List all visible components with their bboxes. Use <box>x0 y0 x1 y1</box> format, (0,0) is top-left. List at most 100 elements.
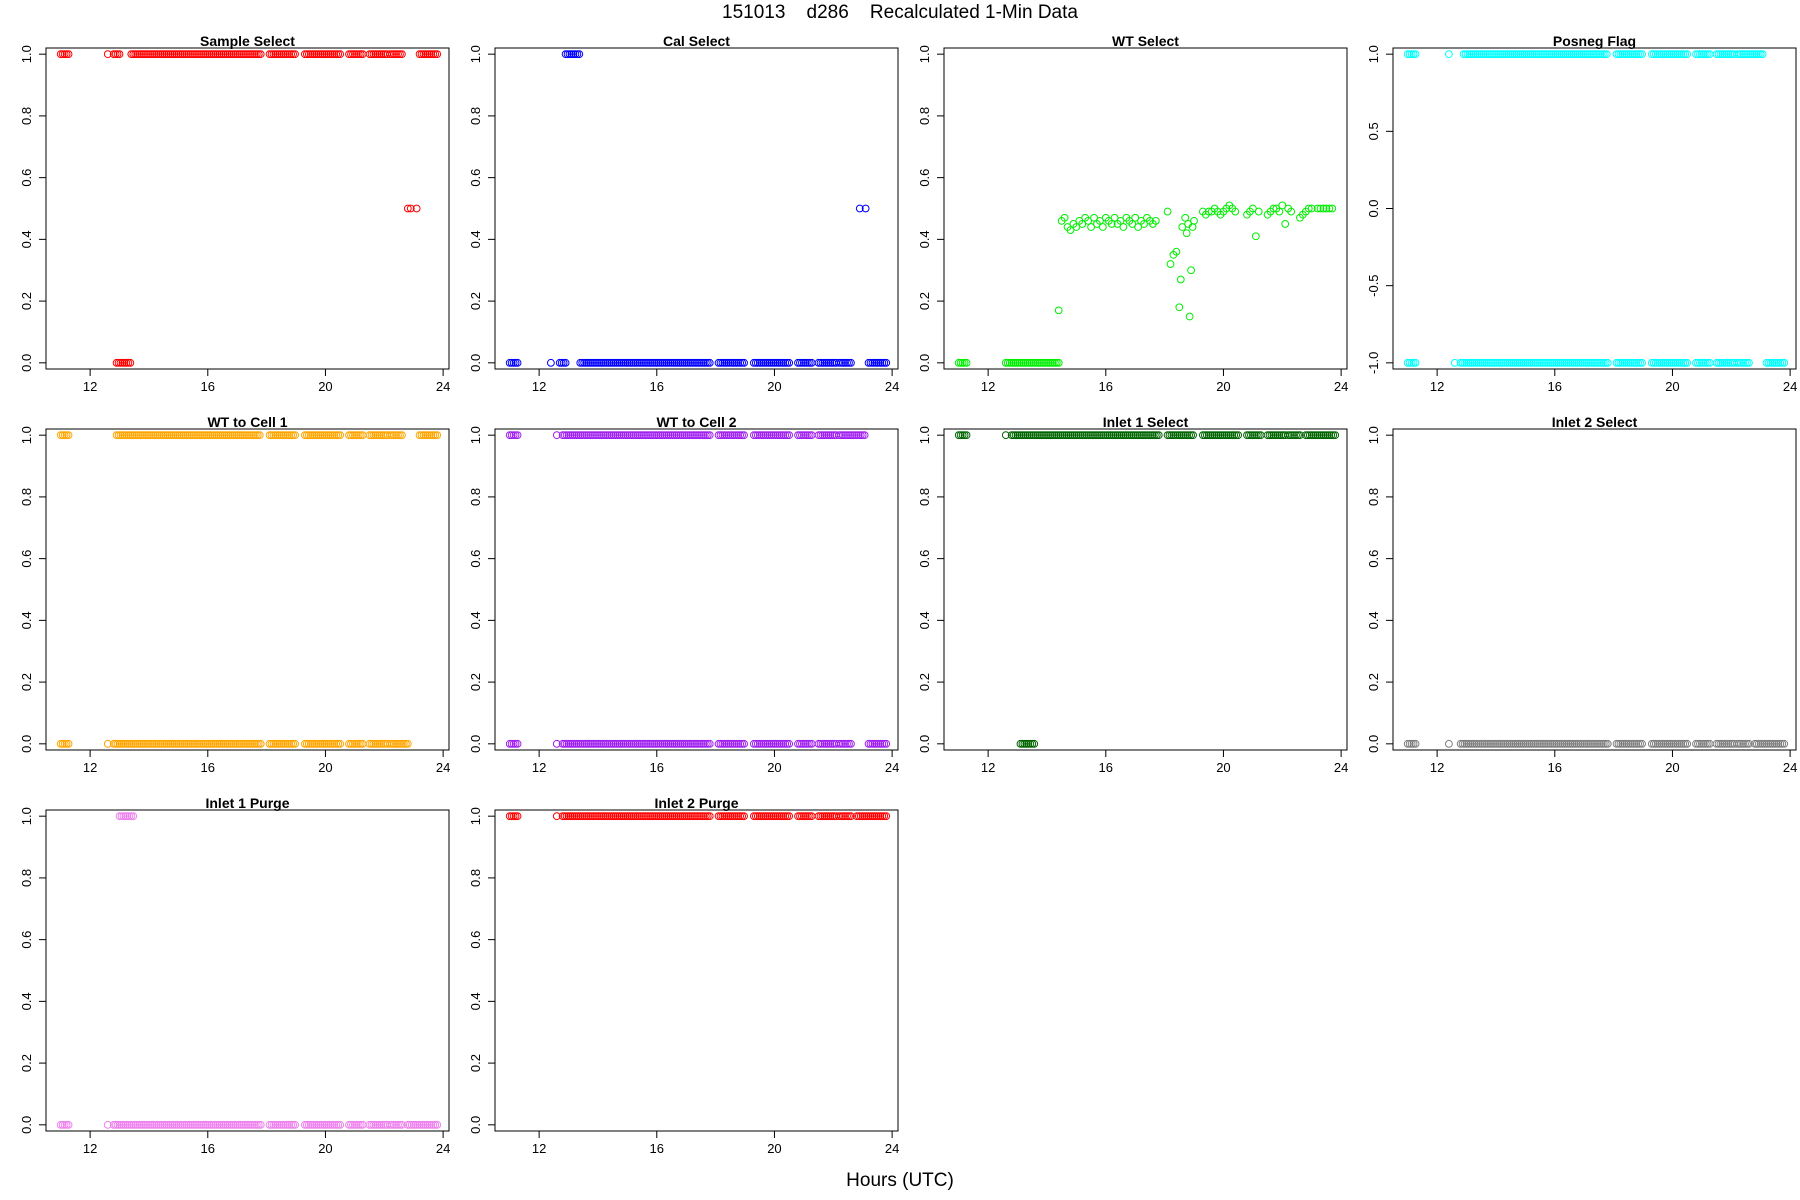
y-tick-label: 0.8 <box>19 869 34 887</box>
y-tick-label: 1.0 <box>468 45 483 63</box>
data-point <box>682 358 691 367</box>
data-point <box>1175 431 1184 440</box>
y-tick-label: 0.0 <box>917 735 932 753</box>
data-point <box>736 812 745 821</box>
data-point <box>1487 50 1495 59</box>
data-point <box>1589 50 1597 59</box>
data-point <box>1764 358 1773 367</box>
data-point <box>103 1120 112 1129</box>
data-point <box>154 739 163 748</box>
data-point <box>1288 431 1296 440</box>
data-point <box>696 358 704 367</box>
data-point <box>1714 50 1723 59</box>
data-point <box>603 431 612 440</box>
data-point <box>580 812 589 821</box>
data-point <box>247 739 255 748</box>
data-point <box>116 431 125 440</box>
x-tick-label: 12 <box>83 760 97 775</box>
data-point <box>122 358 131 367</box>
data-point <box>62 431 71 440</box>
data-point <box>1669 358 1678 367</box>
plot-frame <box>494 809 899 1132</box>
data-point <box>1230 431 1239 440</box>
data-point <box>805 812 814 821</box>
y-tick-label: 0.5 <box>1366 122 1381 140</box>
data-point <box>1243 431 1251 440</box>
data-point <box>1552 358 1561 367</box>
data-point <box>386 1120 395 1129</box>
data-point <box>201 739 210 748</box>
data-point <box>682 812 691 821</box>
data-point <box>1683 50 1692 59</box>
data-point <box>860 431 869 440</box>
data-point <box>641 358 649 367</box>
data-point <box>841 739 849 748</box>
data-point <box>211 1120 220 1129</box>
data-point <box>390 1120 398 1129</box>
data-point <box>239 1120 247 1129</box>
data-point <box>119 739 128 748</box>
data-point <box>732 739 741 748</box>
data-point <box>722 358 731 367</box>
data-point <box>349 739 357 748</box>
data-point <box>109 1120 118 1129</box>
data-point <box>845 812 853 821</box>
data-point <box>117 739 126 748</box>
data-point <box>1663 739 1672 748</box>
data-point <box>623 431 632 440</box>
data-point <box>256 739 265 748</box>
data-point <box>566 739 575 748</box>
data-point <box>1163 207 1172 216</box>
data-point <box>1497 358 1506 367</box>
data-point <box>1488 358 1496 367</box>
data-point <box>765 739 774 748</box>
data-point <box>779 739 788 748</box>
data-point <box>872 812 881 821</box>
data-point <box>850 431 859 440</box>
data-point <box>304 431 313 440</box>
data-point <box>513 358 522 367</box>
data-point <box>320 50 329 59</box>
data-point <box>730 431 739 440</box>
data-point <box>1663 358 1672 367</box>
data-point <box>1632 50 1641 59</box>
y-tick-label: 0.6 <box>468 169 483 187</box>
data-point <box>1476 358 1485 367</box>
data-point <box>652 358 661 367</box>
data-point <box>213 739 222 748</box>
data-point <box>1578 358 1587 367</box>
data-point <box>143 50 151 59</box>
y-tick-label: 0.6 <box>19 169 34 187</box>
data-point <box>180 50 189 59</box>
data-point <box>183 431 192 440</box>
y-tick-label: 1.0 <box>19 45 34 63</box>
data-point <box>248 431 256 440</box>
data-point <box>246 431 254 440</box>
data-point <box>588 812 596 821</box>
data-point <box>199 50 208 59</box>
data-point <box>666 358 675 367</box>
data-point <box>1630 358 1639 367</box>
data-point <box>1599 739 1608 748</box>
data-point <box>1564 358 1573 367</box>
data-point <box>186 1120 195 1129</box>
data-point <box>794 431 802 440</box>
data-point <box>146 431 154 440</box>
data-point <box>1029 431 1038 440</box>
data-point <box>1624 358 1633 367</box>
y-tick-label: 0.0 <box>917 354 932 372</box>
data-point <box>643 739 651 748</box>
data-point <box>625 812 634 821</box>
data-point <box>1407 50 1416 59</box>
data-point <box>584 358 593 367</box>
data-point <box>152 739 161 748</box>
data-point <box>1661 358 1670 367</box>
data-point <box>1745 358 1753 367</box>
panel-5: WT to Cell 212 16 20 240.00.20.40.60.81.0 <box>468 414 899 775</box>
data-point <box>783 358 792 367</box>
data-point <box>1528 50 1537 59</box>
data-point <box>131 739 140 748</box>
data-point <box>1294 431 1302 440</box>
data-point <box>826 431 835 440</box>
